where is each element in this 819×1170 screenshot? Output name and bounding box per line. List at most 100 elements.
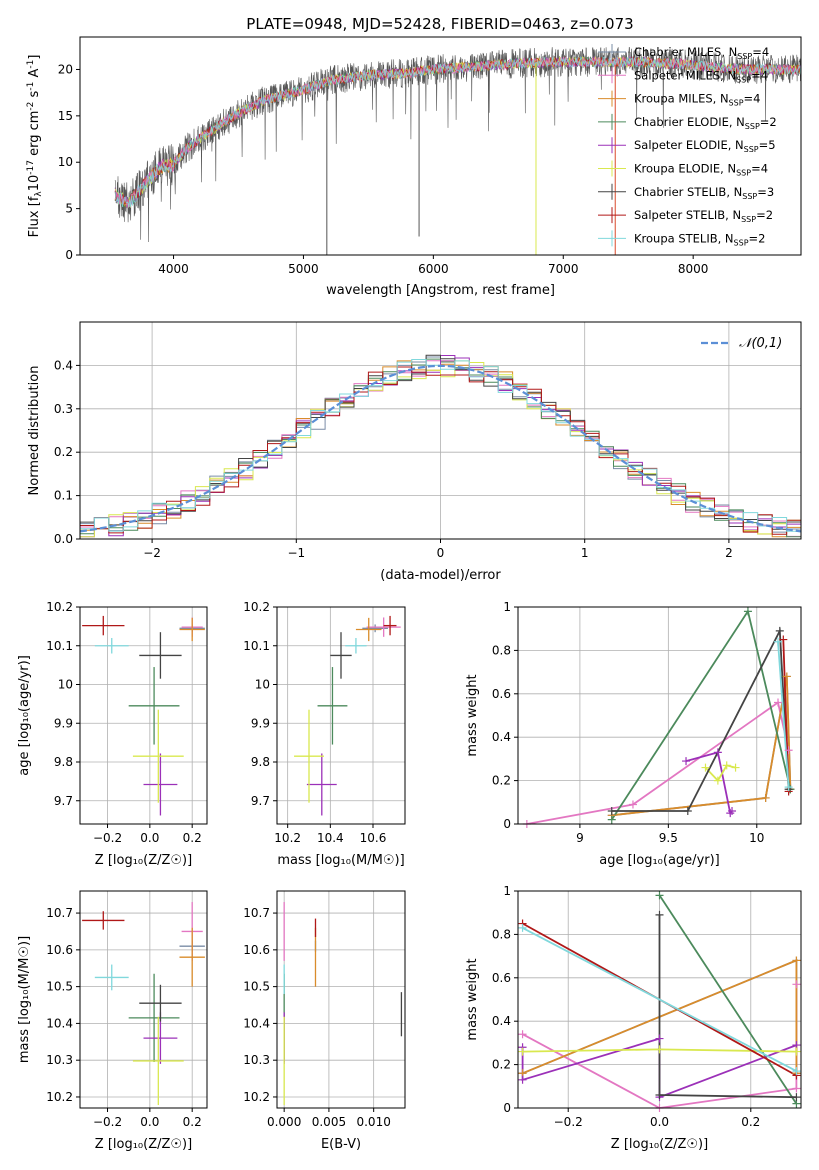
weight-marker [607, 806, 616, 815]
age-vs-mass-plot-area [277, 607, 405, 824]
y-tick-label: 20 [58, 62, 73, 76]
y-tick-label: 0.4 [54, 358, 73, 372]
spectrum-panel: 4000 5000 6000 7000 8000 0 5 10 15 20 wavelength [… [26, 36, 802, 298]
x-tick-label: 0.000 [267, 1115, 301, 1129]
histogram-7 [80, 366, 801, 535]
x-tick-label: 0.0 [650, 1115, 669, 1129]
y-axis-label: Normed distribution [27, 366, 42, 496]
y-tick-label: 9.9 [54, 716, 73, 730]
axes-frame [276, 890, 406, 1109]
axes-frame [79, 321, 802, 540]
y-tick-label: 10 [58, 155, 73, 169]
weight-line-3 [610, 609, 792, 821]
normal-reference-curve [80, 364, 801, 533]
weight-line-4 [685, 751, 733, 816]
weight-line-1 [526, 700, 790, 824]
x-axis-label: Z [log₁₀(Z/Z☉)] [611, 1137, 708, 1152]
y-tick-label: 10.5 [243, 980, 270, 994]
weight-marker [792, 1084, 801, 1093]
legend-entry: Chabrier MILES, NSSP=4 [634, 45, 769, 61]
x-tick-label: 10.6 [360, 831, 387, 845]
y-tick-label: 9.8 [251, 755, 270, 769]
weight-marker [655, 891, 664, 900]
x-tick-label: 0.2 [183, 1115, 202, 1129]
weight-marker [774, 637, 783, 646]
weight-marker [782, 672, 791, 681]
weight-marker [792, 1047, 801, 1056]
legend-entry: 𝒩(0,1) [739, 336, 782, 351]
y-tick-label: 0.6 [492, 687, 511, 701]
weight-marker [784, 783, 793, 792]
weight-marker [774, 698, 783, 707]
x-tick-label: −0.2 [93, 1115, 122, 1129]
y-tick-label: 9.7 [251, 794, 270, 808]
y-tick-label: 0.8 [492, 927, 511, 941]
x-tick-label: 10.4 [317, 831, 344, 845]
histogram-5 [80, 360, 801, 538]
weight-marker [728, 806, 737, 815]
weight-marker [682, 757, 691, 766]
y-tick-label: 0.8 [492, 643, 511, 657]
y-tick-label: 10.2 [243, 1090, 270, 1104]
x-tick-label: 4000 [158, 262, 189, 276]
weight-marker [784, 746, 793, 755]
histogram-8 [80, 359, 801, 532]
y-axis-label: age [log₁₀(age/yr)] [17, 655, 32, 776]
x-tick-label: 0.2 [183, 831, 202, 845]
mass-vs-extinction-panel: 0.000 0.005 0.010 10.2 10.3 10.4 10.5 10.6 10.7 E… [243, 890, 406, 1152]
figure-title: PLATE=0948, MJD=52428, FIBERID=0463, z=0… [246, 15, 633, 33]
y-tick-label: 10.1 [243, 639, 270, 653]
weight-marker [518, 1030, 527, 1039]
legend-entry: Salpeter ELODIE, NSSP=5 [634, 138, 776, 154]
legend-entry: Salpeter STELIB, NSSP=2 [634, 208, 773, 224]
residuals-plot-area [80, 322, 801, 539]
x-tick-label: 10 [749, 831, 764, 845]
y-tick-label: 0.0 [54, 532, 73, 546]
axes-frame [79, 36, 802, 256]
x-axis-label: Z [log₁₀(Z/Z☉)] [95, 853, 192, 868]
legend-entry: Kroupa ELODIE, NSSP=4 [634, 162, 768, 178]
legend-entry: Salpeter MILES, NSSP=4 [634, 68, 768, 84]
y-tick-label: 10.1 [46, 639, 73, 653]
y-tick-label: 0.4 [492, 730, 511, 744]
y-axis-label: mass [log₁₀(M/M☉)] [17, 936, 32, 1063]
x-axis-label: E(B-V) [321, 1137, 361, 1152]
weight-marker [607, 815, 616, 824]
x-tick-label: 0.005 [312, 1115, 346, 1129]
axes-frame [517, 890, 802, 1109]
mass-vs-metallicity-panel: −0.2 0.0 0.2 10.2 10.3 10.4 10.5 10.6 10.7 Z [log… [17, 890, 208, 1152]
y-tick-label: 10.7 [46, 906, 73, 920]
y-tick-label: 10.3 [46, 1053, 73, 1067]
y-axis-label: mass weight [465, 958, 480, 1040]
y-tick-label: 0.1 [54, 489, 73, 503]
y-tick-label: 1 [503, 600, 511, 614]
mass-vs-Z-plot-area [80, 891, 207, 1108]
y-tick-label: 10.6 [243, 943, 270, 957]
x-axis-label: (data-model)/error [380, 568, 501, 583]
y-tick-label: 10.2 [46, 600, 73, 614]
y-tick-label: 0.4 [492, 1014, 511, 1028]
x-tick-label: 8000 [678, 262, 709, 276]
x-tick-label: 0.0 [140, 831, 159, 845]
weight-marker [792, 956, 801, 965]
weight-line-0 [611, 676, 792, 817]
axes-frame [79, 890, 208, 1109]
y-tick-label: 0 [503, 817, 511, 831]
y-tick-label: 0.2 [54, 445, 73, 459]
weight-marker [683, 806, 692, 815]
x-tick-label: 2 [725, 546, 733, 560]
weight-marker [655, 1045, 664, 1054]
y-tick-label: 10.3 [243, 1053, 270, 1067]
y-tick-label: 0.6 [492, 971, 511, 985]
spectrum-line-8 [114, 55, 801, 208]
x-tick-label: 0 [437, 546, 445, 560]
weight-marker [792, 980, 801, 989]
y-tick-label: 1 [503, 884, 511, 898]
y-tick-label: 10.5 [46, 980, 73, 994]
weight-marker [743, 607, 752, 616]
x-tick-label: 6000 [418, 262, 449, 276]
weight-marker [518, 1047, 527, 1056]
weight-marker [713, 748, 722, 757]
x-tick-label: 10.2 [274, 831, 301, 845]
